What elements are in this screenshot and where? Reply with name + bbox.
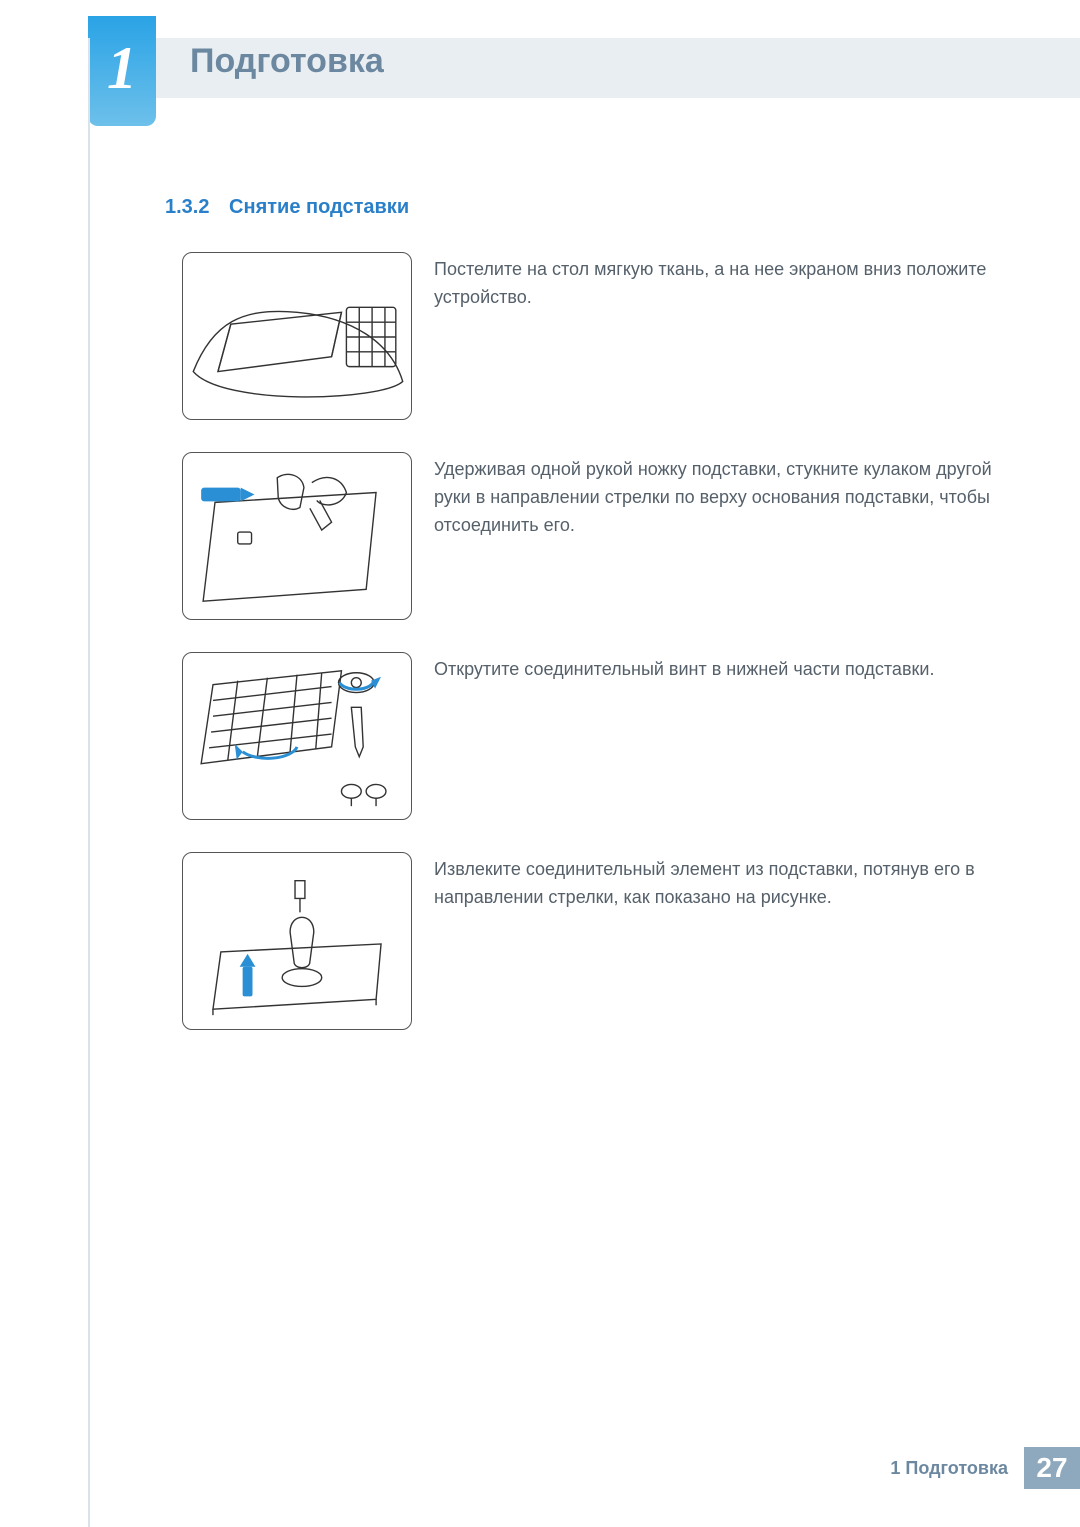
step-illustration bbox=[182, 452, 412, 620]
chapter-number: 1 bbox=[107, 34, 137, 103]
step-illustration bbox=[182, 852, 412, 1030]
step-text: Удерживая одной рукой ножку подставки, с… bbox=[434, 452, 1020, 540]
section-heading: 1.3.2 Снятие подставки bbox=[165, 196, 409, 219]
step-illustration bbox=[182, 252, 412, 420]
chapter-title: Подготовка bbox=[190, 42, 384, 81]
step-text: Извлеките соединительный элемент из подс… bbox=[434, 852, 1020, 912]
step: Открутите соединительный винт в нижней ч… bbox=[182, 652, 1020, 820]
section-title: Снятие подставки bbox=[229, 196, 409, 218]
step-text: Постелите на стол мягкую ткань, а на нее… bbox=[434, 252, 1020, 312]
step-illustration bbox=[182, 652, 412, 820]
footer-chapter-label: 1 Подготовка bbox=[874, 1447, 1024, 1489]
footer-page-number: 27 bbox=[1024, 1447, 1080, 1489]
section-number: 1.3.2 bbox=[165, 196, 209, 218]
page-footer: 1 Подготовка 27 bbox=[88, 1447, 1080, 1489]
step-list: Постелите на стол мягкую ткань, а на нее… bbox=[182, 252, 1020, 1062]
step: Постелите на стол мягкую ткань, а на нее… bbox=[182, 252, 1020, 420]
step-text: Открутите соединительный винт в нижней ч… bbox=[434, 652, 1020, 684]
step: Извлеките соединительный элемент из подс… bbox=[182, 852, 1020, 1030]
left-vertical-rule bbox=[88, 38, 90, 1527]
chapter-badge: 1 bbox=[88, 16, 156, 126]
step: Удерживая одной рукой ножку подставки, с… bbox=[182, 452, 1020, 620]
